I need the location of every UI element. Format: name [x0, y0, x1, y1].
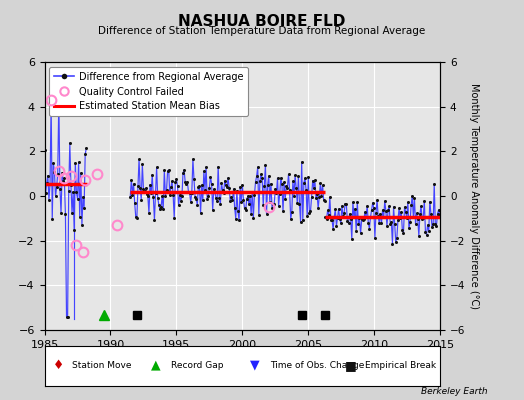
Text: ♦: ♦: [52, 359, 64, 372]
Text: Time of Obs. Change: Time of Obs. Change: [270, 361, 364, 370]
Text: ▼: ▼: [250, 359, 260, 372]
Text: Empirical Break: Empirical Break: [365, 361, 436, 370]
Text: Record Gap: Record Gap: [171, 361, 224, 370]
Text: Station Move: Station Move: [72, 361, 132, 370]
Y-axis label: Monthly Temperature Anomaly Difference (°C): Monthly Temperature Anomaly Difference (…: [470, 83, 479, 309]
Text: ■: ■: [345, 359, 357, 372]
Text: NASHUA BOIRE FLD: NASHUA BOIRE FLD: [178, 14, 346, 29]
Text: Difference of Station Temperature Data from Regional Average: Difference of Station Temperature Data f…: [99, 26, 425, 36]
Legend: Difference from Regional Average, Quality Control Failed, Estimated Station Mean: Difference from Regional Average, Qualit…: [49, 67, 248, 116]
Text: Berkeley Earth: Berkeley Earth: [421, 387, 487, 396]
Text: ▲: ▲: [151, 359, 161, 372]
